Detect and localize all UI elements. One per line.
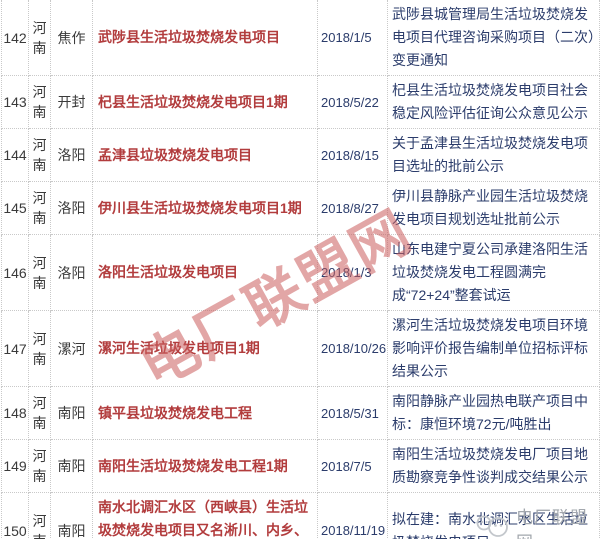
table-row: 142 河南 焦作 武陟县生活垃圾焚烧发电项目 2018/1/5 武陟县城管理局…: [1, 0, 600, 76]
date-cell: 2018/7/5: [317, 439, 388, 493]
date-cell: 2018/5/31: [317, 386, 388, 440]
project-name: 南阳生活垃圾焚烧发电工程1期: [92, 439, 318, 493]
project-name: 孟津县垃圾焚烧发电项目: [92, 128, 318, 182]
description-cell: 南阳静脉产业园热电联产项目中标：康恒环境72元/吨胜出: [387, 386, 600, 440]
row-number: 143: [1, 75, 29, 129]
table-row: 145 河南 洛阳 伊川县生活垃圾焚烧发电项目1期 2018/8/27 伊川县静…: [1, 181, 600, 235]
description-cell: 伊川县静脉产业园生活垃圾焚烧发电项目规划选址批前公示: [387, 181, 600, 235]
project-name: 伊川县生活垃圾焚烧发电项目1期: [92, 181, 318, 235]
row-number: 150: [1, 492, 29, 539]
city-cell: 洛阳: [50, 181, 93, 235]
province-cell: 河南: [28, 128, 51, 182]
project-name: 杞县生活垃圾焚烧发电项目1期: [92, 75, 318, 129]
city-cell: 洛阳: [50, 234, 93, 311]
city-cell: 南阳: [50, 386, 93, 440]
province-cell: 河南: [28, 310, 51, 387]
city-cell: 开封: [50, 75, 93, 129]
description-cell: 武陟县城管理局生活垃圾焚烧发电项目代理咨询采购项目（二次）变更通知: [387, 0, 600, 76]
table-row: 148 河南 南阳 镇平县垃圾焚烧发电工程 2018/5/31 南阳静脉产业园热…: [1, 386, 600, 440]
city-cell: 焦作: [50, 0, 93, 76]
province-cell: 河南: [28, 439, 51, 493]
date-cell: 2018/5/22: [317, 75, 388, 129]
date-cell: 2018/11/19: [317, 492, 388, 539]
description-cell: 关于孟津县生活垃圾焚烧发电项目选址的批前公示: [387, 128, 600, 182]
row-number: 149: [1, 439, 29, 493]
date-cell: 2018/1/5: [317, 0, 388, 76]
date-cell: 2018/8/15: [317, 128, 388, 182]
province-cell: 河南: [28, 75, 51, 129]
project-name: 镇平县垃圾焚烧发电工程: [92, 386, 318, 440]
city-cell: 南阳: [50, 439, 93, 493]
province-cell: 河南: [28, 492, 51, 539]
row-number: 148: [1, 386, 29, 440]
province-cell: 河南: [28, 0, 51, 76]
date-cell: 2018/8/27: [317, 181, 388, 235]
table-row: 147 河南 漯河 漯河生活垃圾发电项目1期 2018/10/26 漯河生活垃圾…: [1, 310, 600, 387]
table-row: 150 河南 南阳 南水北调汇水区（西峡县）生活垃圾焚烧发电项目又名淅川、内乡、…: [1, 492, 600, 539]
project-name: 南水北调汇水区（西峡县）生活垃圾焚烧发电项目又名淅川、内乡、西峡三县生活垃圾焚烧…: [92, 492, 318, 539]
row-number: 144: [1, 128, 29, 182]
project-name: 洛阳生活垃圾发电项目: [92, 234, 318, 311]
description-cell: 拟在建：南水北调汇水区生活垃圾焚烧发电项目: [387, 492, 600, 539]
date-cell: 2018/1/3: [317, 234, 388, 311]
project-name: 武陟县生活垃圾焚烧发电项目: [92, 0, 318, 76]
table-row: 143 河南 开封 杞县生活垃圾焚烧发电项目1期 2018/5/22 杞县生活垃…: [1, 75, 600, 129]
site-logo-text: 电厂联盟网: [516, 508, 588, 539]
city-cell: 漯河: [50, 310, 93, 387]
row-number: 147: [1, 310, 29, 387]
table-row: 146 河南 洛阳 洛阳生活垃圾发电项目 2018/1/3 山东电建宁夏公司承建…: [1, 234, 600, 311]
province-cell: 河南: [28, 234, 51, 311]
panda-chat-icon: [474, 512, 512, 539]
city-cell: 南阳: [50, 492, 93, 539]
row-number: 142: [1, 0, 29, 76]
row-number: 146: [1, 234, 29, 311]
city-cell: 洛阳: [50, 128, 93, 182]
description-cell: 杞县生活垃圾焚烧发电项目社会稳定风险评估征询公众意见公示: [387, 75, 600, 129]
description-cell: 山东电建宁夏公司承建洛阳生活垃圾焚烧发电工程圆满完 成“72+24”整套试运: [387, 234, 600, 311]
date-cell: 2018/10/26: [317, 310, 388, 387]
province-cell: 河南: [28, 181, 51, 235]
table-row: 149 河南 南阳 南阳生活垃圾焚烧发电工程1期 2018/7/5 南阳生活垃圾…: [1, 439, 600, 493]
project-name: 漯河生活垃圾发电项目1期: [92, 310, 318, 387]
province-cell: 河南: [28, 386, 51, 440]
row-number: 145: [1, 181, 29, 235]
description-cell: 漯河生活垃圾焚烧发电项目环境影响评价报告编制单位招标评标结果公示: [387, 310, 600, 387]
description-cell: 南阳生活垃圾焚烧发电厂项目地质勘察竞争性谈判成交结果公示: [387, 439, 600, 493]
site-logo: 电厂联盟网: [474, 503, 600, 539]
table-row: 144 河南 洛阳 孟津县垃圾焚烧发电项目 2018/8/15 关于孟津县生活垃…: [1, 128, 600, 182]
